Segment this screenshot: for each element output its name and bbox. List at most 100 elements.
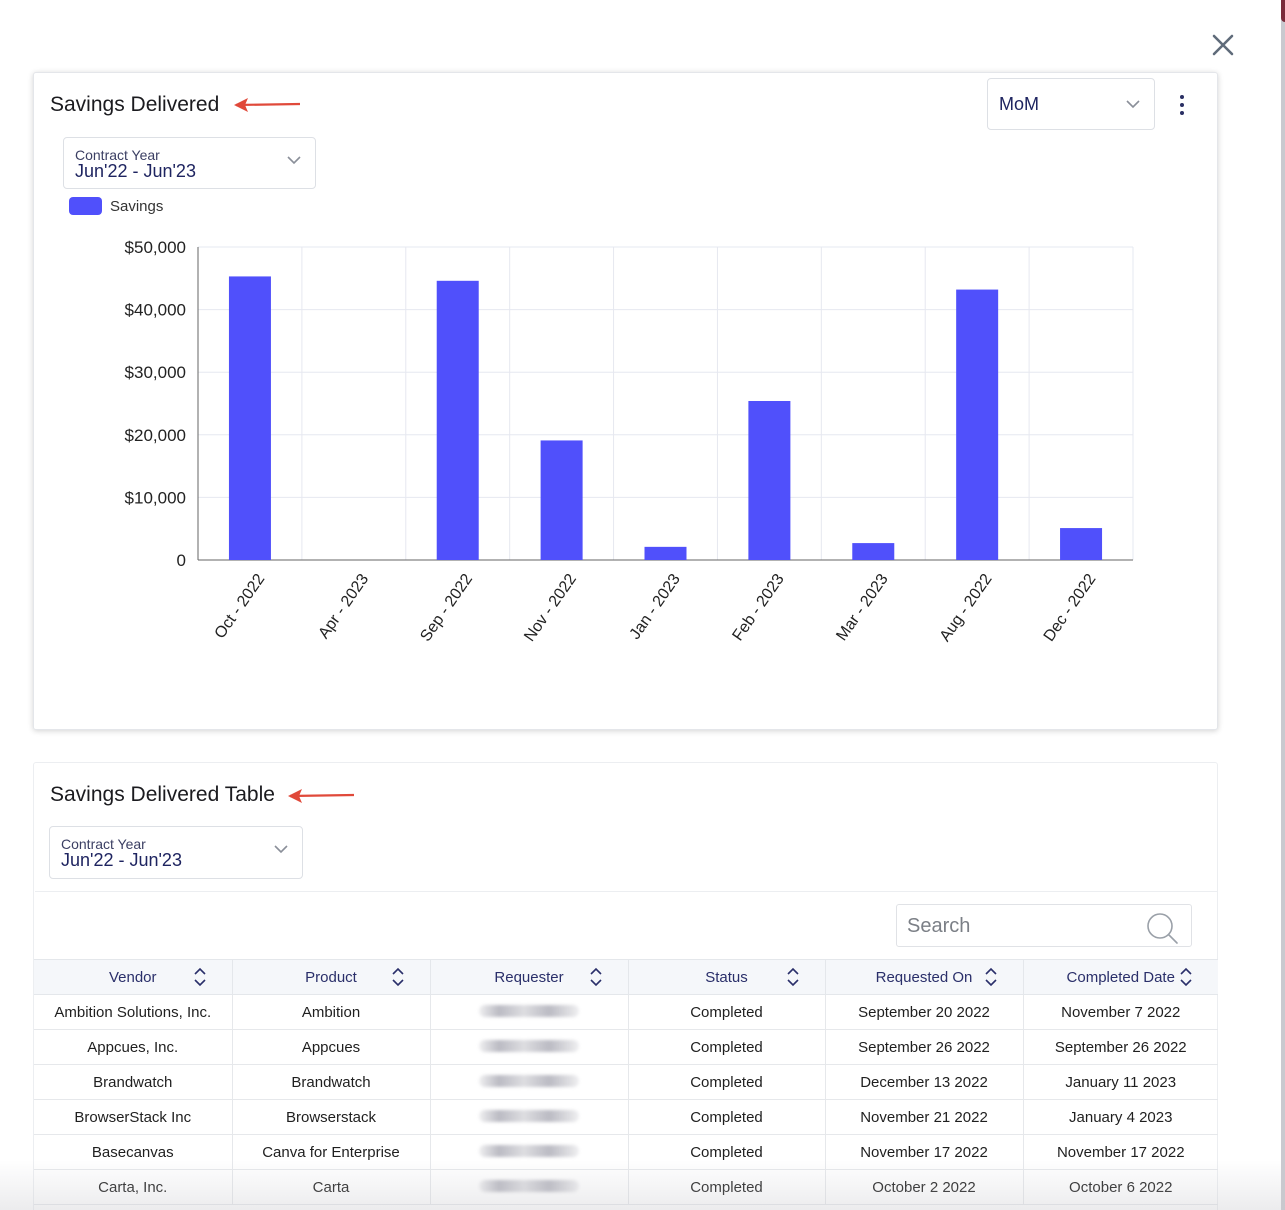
column-header-label: Status bbox=[705, 968, 748, 986]
cell-status: Completed bbox=[628, 1099, 826, 1135]
column-header-product[interactable]: Product bbox=[232, 959, 431, 995]
y-tick-label: $40,000 bbox=[125, 301, 186, 320]
table-toolbar bbox=[35, 891, 1218, 961]
bar-aug-2022[interactable] bbox=[956, 289, 999, 560]
y-tick-label: $20,000 bbox=[125, 426, 186, 445]
table-row[interactable]: Basecanvas Canva for Enterprise Completed N… bbox=[34, 1134, 1218, 1170]
cell-product: Canva for Enterprise bbox=[232, 1134, 431, 1170]
bar-dec-2022[interactable] bbox=[1060, 528, 1103, 560]
y-tick-label: 0 bbox=[177, 551, 186, 570]
contract-year-value: Jun'22 - Jun'23 bbox=[75, 161, 196, 181]
cell-status: Completed bbox=[628, 1029, 826, 1065]
x-tick-label: Apr - 2023 bbox=[316, 571, 373, 642]
column-header-status[interactable]: Status bbox=[628, 959, 826, 995]
redacted-requester bbox=[479, 1074, 579, 1087]
table-row[interactable]: Brandwatch Brandwatch Completed December 13… bbox=[34, 1064, 1218, 1100]
more-options-icon[interactable] bbox=[1174, 91, 1190, 121]
annotation-arrow-icon bbox=[234, 98, 301, 112]
x-tick-label: Aug - 2022 bbox=[937, 571, 996, 645]
sort-icon[interactable] bbox=[1180, 966, 1192, 988]
chart-legend[interactable]: Savings bbox=[69, 196, 163, 216]
cell-status: Completed bbox=[628, 994, 826, 1030]
column-header-requested-on[interactable]: Requested On bbox=[825, 959, 1024, 995]
cell-vendor: Carta, Inc. bbox=[34, 1169, 233, 1205]
x-tick-label: Dec - 2022 bbox=[1041, 571, 1100, 645]
cell-vendor: Ambition Solutions, Inc. bbox=[34, 994, 233, 1030]
table-row[interactable]: BrowserStack Inc Browserstack Completed Nov… bbox=[34, 1099, 1218, 1135]
period-select-value: MoM bbox=[999, 94, 1039, 114]
x-tick-label: Sep - 2022 bbox=[417, 571, 476, 645]
bar-mar-2023[interactable] bbox=[852, 543, 895, 560]
contract-year-select[interactable]: Contract Year Jun'22 - Jun'23 bbox=[63, 137, 316, 189]
card-title: Savings Delivered Table bbox=[50, 783, 275, 806]
column-header-label: Completed Date bbox=[1066, 968, 1175, 986]
cell-requester bbox=[430, 994, 629, 1030]
cell-requester bbox=[430, 1134, 629, 1170]
table-row[interactable]: Ambition Solutions, Inc. Ambition Complete… bbox=[34, 994, 1218, 1030]
bar-sep-2022[interactable] bbox=[436, 280, 479, 560]
chevron-down-icon bbox=[287, 156, 301, 165]
redacted-requester bbox=[479, 1039, 579, 1052]
y-tick-label: $50,000 bbox=[125, 238, 186, 257]
cell-completed-date: November 7 2022 bbox=[1023, 994, 1218, 1030]
table-row[interactable]: Appcues, Inc. Appcues Completed September 2… bbox=[34, 1029, 1218, 1065]
savings-bar-chart: 0 $10,000 $20,000 $30,000 $40,000 $50,000 Oct … bbox=[125, 238, 1134, 645]
cell-product: Carta bbox=[232, 1169, 431, 1205]
search-input[interactable] bbox=[907, 915, 1137, 938]
cell-completed-date: September 26 2022 bbox=[1023, 1029, 1218, 1065]
cell-requested-on: October 2 2022 bbox=[825, 1169, 1024, 1205]
cell-product: Ambition bbox=[232, 994, 431, 1030]
column-header-vendor[interactable]: Vendor bbox=[34, 959, 233, 995]
cell-requester bbox=[430, 1099, 629, 1135]
column-header-label: Vendor bbox=[108, 968, 157, 986]
contract-year-select[interactable]: Contract Year Jun'22 - Jun'23 bbox=[49, 826, 303, 879]
x-tick-label: Feb - 2023 bbox=[730, 571, 788, 644]
sort-icon[interactable] bbox=[786, 966, 799, 988]
period-select[interactable]: MoM bbox=[987, 78, 1155, 130]
cell-vendor: Basecanvas bbox=[34, 1134, 233, 1170]
x-tick-label: Jan - 2023 bbox=[627, 571, 684, 643]
cell-vendor: Appcues, Inc. bbox=[34, 1029, 233, 1065]
cell-completed-date: November 17 2022 bbox=[1023, 1134, 1218, 1170]
search-field[interactable] bbox=[896, 904, 1192, 947]
cell-requested-on: September 20 2022 bbox=[825, 994, 1024, 1030]
table-row[interactable]: Carta, Inc. Carta Completed October 2 2022 O… bbox=[34, 1169, 1218, 1205]
cell-requested-on: November 17 2022 bbox=[825, 1134, 1024, 1170]
redacted-requester bbox=[479, 1144, 579, 1157]
sort-icon[interactable] bbox=[193, 966, 206, 988]
bar-jan-2023[interactable] bbox=[644, 546, 687, 560]
cell-requested-on: December 13 2022 bbox=[825, 1064, 1024, 1100]
cell-vendor: Brandwatch bbox=[34, 1064, 233, 1100]
legend-swatch bbox=[69, 197, 102, 215]
chevron-down-icon bbox=[1126, 100, 1140, 109]
cell-vendor: BrowserStack Inc bbox=[34, 1099, 233, 1135]
redacted-requester bbox=[479, 1179, 579, 1192]
bar-feb-2023[interactable] bbox=[748, 400, 791, 560]
column-header-requester[interactable]: Requester bbox=[430, 959, 629, 995]
close-icon[interactable] bbox=[1208, 30, 1238, 60]
contract-year-value: Jun'22 - Jun'23 bbox=[61, 850, 182, 870]
cell-status: Completed bbox=[628, 1064, 826, 1100]
cell-product: Browserstack bbox=[232, 1099, 431, 1135]
sort-icon[interactable] bbox=[589, 966, 602, 988]
x-tick-label: Oct - 2022 bbox=[212, 571, 269, 642]
bar-oct-2022[interactable] bbox=[228, 276, 271, 560]
cell-requester bbox=[430, 1029, 629, 1065]
redacted-requester bbox=[479, 1109, 579, 1122]
column-header-label: Product bbox=[305, 968, 357, 986]
y-tick-label: $30,000 bbox=[125, 363, 186, 382]
cell-product: Brandwatch bbox=[232, 1064, 431, 1100]
redacted-requester bbox=[479, 1004, 579, 1017]
window-edge bbox=[1281, 0, 1285, 1210]
cell-requested-on: September 26 2022 bbox=[825, 1029, 1024, 1065]
contract-year-label: Contract Year bbox=[75, 147, 160, 163]
column-header-completed-date[interactable]: Completed Date bbox=[1023, 959, 1218, 995]
sort-icon[interactable] bbox=[984, 966, 997, 988]
cell-requester bbox=[430, 1064, 629, 1100]
savings-table: Vendor Product Requester Status Requested On… bbox=[34, 959, 1218, 1205]
sort-icon[interactable] bbox=[391, 966, 404, 988]
bar-nov-2022[interactable] bbox=[540, 440, 583, 560]
cell-requested-on: November 21 2022 bbox=[825, 1099, 1024, 1135]
search-icon[interactable] bbox=[1145, 911, 1179, 945]
column-header-label: Requester bbox=[494, 968, 564, 986]
